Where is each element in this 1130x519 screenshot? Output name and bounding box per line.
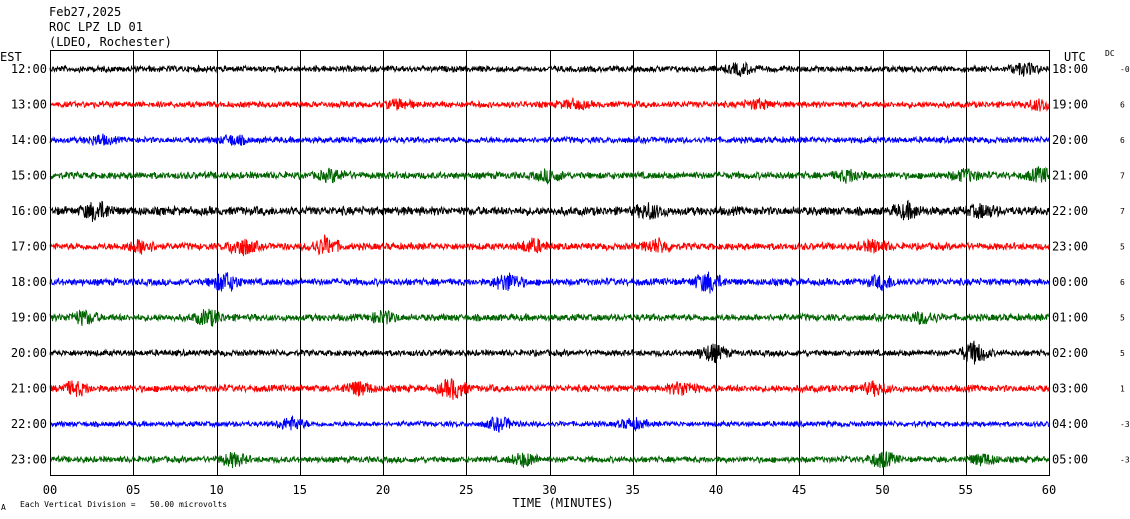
dc-value-10: -3 bbox=[1120, 420, 1130, 429]
est-label-10: 22:00 bbox=[11, 417, 47, 431]
trace-5 bbox=[49, 233, 1050, 257]
trace-10 bbox=[49, 415, 1050, 433]
x-tick-label-10: 50 bbox=[875, 483, 889, 497]
trace-4 bbox=[49, 199, 1050, 222]
trace-2 bbox=[49, 133, 1050, 147]
x-axis-label: TIME (MINUTES) bbox=[512, 496, 613, 510]
plot-frame bbox=[50, 50, 1050, 476]
utc-label-9: 03:00 bbox=[1052, 382, 1088, 396]
utc-label-5: 23:00 bbox=[1052, 240, 1088, 254]
est-label-5: 17:00 bbox=[11, 240, 47, 254]
x-tick-label-7: 35 bbox=[626, 483, 640, 497]
dc-value-5: 5 bbox=[1120, 243, 1125, 252]
dc-value-3: 7 bbox=[1120, 172, 1125, 181]
est-label-2: 14:00 bbox=[11, 133, 47, 147]
scale-note: Each Vertical Division = 50.00 microvolt… bbox=[20, 500, 227, 509]
x-tick-label-2: 10 bbox=[209, 483, 223, 497]
traces bbox=[49, 60, 1050, 469]
trace-0 bbox=[49, 60, 1049, 78]
dc-value-0: -0 bbox=[1120, 65, 1130, 74]
x-tick-label-9: 45 bbox=[792, 483, 806, 497]
dc-value-1: 6 bbox=[1120, 101, 1125, 110]
x-tick-label-3: 15 bbox=[293, 483, 307, 497]
trace-7 bbox=[49, 308, 1050, 327]
dc-value-4: 7 bbox=[1120, 207, 1125, 216]
network-label: (LDEO, Rochester) bbox=[49, 35, 172, 49]
est-label-4: 16:00 bbox=[11, 204, 47, 218]
utc-label-2: 20:00 bbox=[1052, 133, 1088, 147]
x-tick-label-1: 05 bbox=[126, 483, 140, 497]
date-label: Feb27,2025 bbox=[49, 5, 121, 19]
trace-3 bbox=[49, 166, 1050, 185]
trace-11 bbox=[49, 451, 1050, 469]
utc-label-4: 22:00 bbox=[1052, 204, 1088, 218]
dc-value-8: 5 bbox=[1120, 349, 1125, 358]
right-axis-label: UTC bbox=[1064, 50, 1086, 64]
x-tick-label-12: 60 bbox=[1042, 483, 1056, 497]
dc-value-9: 1 bbox=[1120, 385, 1125, 394]
trace-6 bbox=[49, 271, 1050, 294]
trace-1 bbox=[49, 97, 1050, 112]
est-label-1: 13:00 bbox=[11, 98, 47, 112]
station-label: ROC LPZ LD 01 bbox=[49, 20, 143, 34]
utc-label-3: 21:00 bbox=[1052, 169, 1088, 183]
x-tick-label-0: 00 bbox=[43, 483, 57, 497]
x-tick-label-4: 20 bbox=[376, 483, 390, 497]
trace-9 bbox=[49, 378, 1050, 400]
dc-value-7: 5 bbox=[1120, 314, 1125, 323]
est-label-8: 20:00 bbox=[11, 346, 47, 360]
dc-header-label: DC bbox=[1105, 49, 1115, 58]
dc-value-6: 6 bbox=[1120, 278, 1125, 287]
utc-label-0: 18:00 bbox=[1052, 62, 1088, 76]
corner-mark: A bbox=[1, 503, 6, 512]
est-label-0: 12:00 bbox=[11, 62, 47, 76]
grid bbox=[50, 50, 1050, 475]
utc-label-8: 02:00 bbox=[1052, 346, 1088, 360]
utc-label-6: 00:00 bbox=[1052, 275, 1088, 289]
utc-label-10: 04:00 bbox=[1052, 417, 1088, 431]
est-label-7: 19:00 bbox=[11, 311, 47, 325]
est-label-9: 21:00 bbox=[11, 382, 47, 396]
trace-8 bbox=[49, 340, 1050, 365]
x-tick-labels: 00 05 10 15 20 25 30 35 40 45 50 55 60 bbox=[43, 483, 1056, 497]
dc-value-2: 6 bbox=[1120, 136, 1125, 145]
est-label-3: 15:00 bbox=[11, 169, 47, 183]
utc-label-1: 19:00 bbox=[1052, 98, 1088, 112]
est-label-6: 18:00 bbox=[11, 275, 47, 289]
row-labels: 12:00 18:00 -0 13:00 19:00 6 14:00 20:00 6 15:00 2… bbox=[11, 62, 1130, 467]
x-tick-label-8: 40 bbox=[709, 483, 723, 497]
utc-label-7: 01:00 bbox=[1052, 311, 1088, 325]
est-label-11: 23:00 bbox=[11, 453, 47, 467]
x-tick-label-6: 30 bbox=[542, 483, 556, 497]
dc-value-11: -3 bbox=[1120, 456, 1130, 465]
x-tick-label-11: 55 bbox=[959, 483, 973, 497]
x-tick-label-5: 25 bbox=[459, 483, 473, 497]
utc-label-11: 05:00 bbox=[1052, 453, 1088, 467]
left-axis-label: EST bbox=[0, 50, 22, 64]
